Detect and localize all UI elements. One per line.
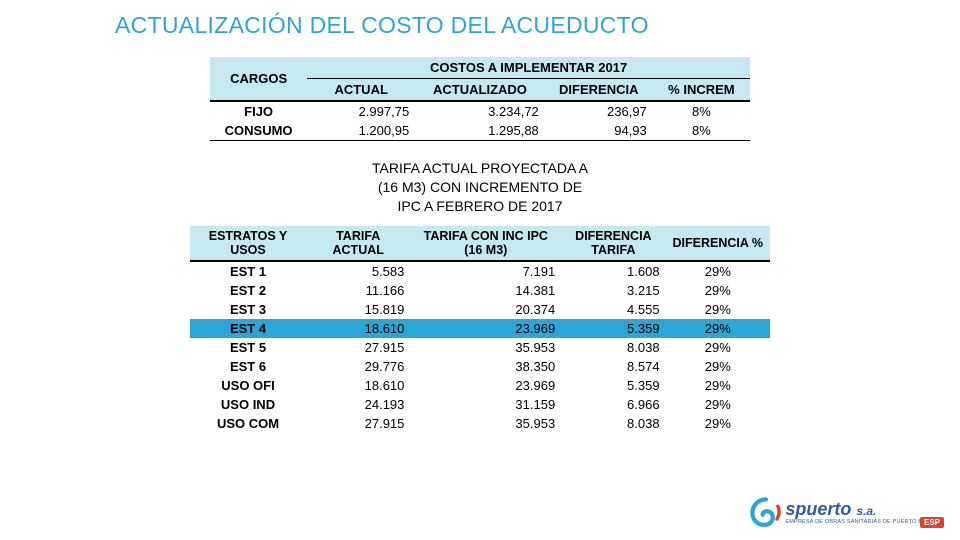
cell-tarifa: 27.915 <box>306 414 410 433</box>
col-diferencia: DIFERENCIA <box>545 79 653 102</box>
table-row: CONSUMO1.200,951.295,8894,938% <box>210 121 750 141</box>
cell-diferencia: 236,97 <box>545 101 653 121</box>
cell-label: EST 3 <box>190 300 306 319</box>
cell-dif: 1.608 <box>561 261 665 281</box>
cell-tarifa-ipc: 23.969 <box>410 376 561 395</box>
col-actualizado: ACTUALIZADO <box>415 79 545 102</box>
cell-tarifa: 5.583 <box>306 261 410 281</box>
subtitle-line-2: (16 M3) CON INCREMENTO DE <box>378 179 582 195</box>
subtitle-line-3: IPC A FEBRERO DE 2017 <box>398 198 563 214</box>
table-row: EST 15.5837.1911.60829% <box>190 261 770 281</box>
cell-pct: 29% <box>666 395 770 414</box>
cell-tarifa-ipc: 20.374 <box>410 300 561 319</box>
logo-brand-text: spuerto s.a. EMPRESA DE OBRAS SANITARIAS… <box>785 499 942 526</box>
cell-label: USO OFI <box>190 376 306 395</box>
tarifa-table: ESTRATOS Y USOS TARIFA ACTUAL TARIFA CON… <box>190 226 770 434</box>
cell-tarifa: 29.776 <box>306 357 410 376</box>
table-row: USO IND24.19331.1596.96629% <box>190 395 770 414</box>
cell-tarifa-ipc: 7.191 <box>410 261 561 281</box>
cell-pct: 29% <box>666 376 770 395</box>
cell-tarifa-ipc: 35.953 <box>410 414 561 433</box>
page-title: ACTUALIZACIÓN DEL COSTO DEL ACUEDUCTO <box>0 0 960 39</box>
col-tarifa-actual: TARIFA ACTUAL <box>306 226 410 262</box>
company-logo: spuerto s.a. EMPRESA DE OBRAS SANITARIAS… <box>749 496 942 530</box>
cell-pct: 29% <box>666 414 770 433</box>
cell-tarifa-ipc: 35.953 <box>410 338 561 357</box>
cell-label: EST 5 <box>190 338 306 357</box>
cell-label: USO IND <box>190 395 306 414</box>
cell-dif: 8.038 <box>561 338 665 357</box>
cell-tarifa: 24.193 <box>306 395 410 414</box>
table-row: EST 418.61023.9695.35929% <box>190 319 770 338</box>
cell-dif: 8.038 <box>561 414 665 433</box>
table-row: EST 629.77638.3508.57429% <box>190 357 770 376</box>
table-row: USO COM27.91535.9538.03829% <box>190 414 770 433</box>
cell-label: EST 2 <box>190 281 306 300</box>
cell-diferencia: 94,93 <box>545 121 653 141</box>
cell-label: USO COM <box>190 414 306 433</box>
logo-esp-badge: ESP <box>920 517 944 528</box>
logo-brand: spuerto <box>785 499 851 519</box>
cell-pct: 29% <box>666 338 770 357</box>
cell-actual: 1.200,95 <box>307 121 415 141</box>
cell-pct: 29% <box>666 319 770 338</box>
table-row: EST 527.91535.9538.03829% <box>190 338 770 357</box>
merged-header: COSTOS A IMPLEMENTAR 2017 <box>307 57 750 79</box>
costos-table: CARGOS COSTOS A IMPLEMENTAR 2017 ACTUAL … <box>210 57 750 141</box>
cell-tarifa-ipc: 23.969 <box>410 319 561 338</box>
table-row: USO OFI18.61023.9695.35929% <box>190 376 770 395</box>
cell-dif: 4.555 <box>561 300 665 319</box>
logo-swirl-icon <box>749 496 783 530</box>
cell-tarifa-ipc: 38.350 <box>410 357 561 376</box>
col-actual: ACTUAL <box>307 79 415 102</box>
cell-pct: 8% <box>653 101 750 121</box>
col-tarifa-ipc: TARIFA CON INC IPC (16 M3) <box>410 226 561 262</box>
col-dif-tarifa: DIFERENCIA TARIFA <box>561 226 665 262</box>
col-cargos: CARGOS <box>210 57 307 101</box>
cell-dif: 5.359 <box>561 376 665 395</box>
cell-actualizado: 1.295,88 <box>415 121 545 141</box>
col-estratos: ESTRATOS Y USOS <box>190 226 306 262</box>
cell-pct: 8% <box>653 121 750 141</box>
cell-label: FIJO <box>210 101 307 121</box>
logo-suffix: s.a. <box>856 504 876 518</box>
cell-label: EST 4 <box>190 319 306 338</box>
table-row: FIJO2.997,753.234,72236,978% <box>210 101 750 121</box>
cell-pct: 29% <box>666 357 770 376</box>
table-row: EST 315.81920.3744.55529% <box>190 300 770 319</box>
costos-table-container: CARGOS COSTOS A IMPLEMENTAR 2017 ACTUAL … <box>210 57 750 141</box>
cell-tarifa: 27.915 <box>306 338 410 357</box>
logo-tagline: EMPRESA DE OBRAS SANITARIAS DE PUERTO BO… <box>785 520 942 526</box>
cell-dif: 3.215 <box>561 281 665 300</box>
cell-tarifa: 15.819 <box>306 300 410 319</box>
cell-label: CONSUMO <box>210 121 307 141</box>
subtitle-line-1: TARIFA ACTUAL PROYECTADA A <box>372 160 588 176</box>
table-row: EST 211.16614.3813.21529% <box>190 281 770 300</box>
cell-tarifa: 18.610 <box>306 319 410 338</box>
cell-tarifa-ipc: 31.159 <box>410 395 561 414</box>
cell-dif: 8.574 <box>561 357 665 376</box>
cell-actualizado: 3.234,72 <box>415 101 545 121</box>
cell-pct: 29% <box>666 281 770 300</box>
cell-tarifa: 11.166 <box>306 281 410 300</box>
tarifa-table-container: ESTRATOS Y USOS TARIFA ACTUAL TARIFA CON… <box>190 226 770 434</box>
cell-label: EST 1 <box>190 261 306 281</box>
cell-dif: 6.966 <box>561 395 665 414</box>
cell-dif: 5.359 <box>561 319 665 338</box>
col-increm: % INCREM <box>653 79 750 102</box>
cell-tarifa: 18.610 <box>306 376 410 395</box>
col-dif-pct: DIFERENCIA % <box>666 226 770 262</box>
cell-label: EST 6 <box>190 357 306 376</box>
cell-tarifa-ipc: 14.381 <box>410 281 561 300</box>
cell-actual: 2.997,75 <box>307 101 415 121</box>
cell-pct: 29% <box>666 300 770 319</box>
tarifa-subtitle: TARIFA ACTUAL PROYECTADA A (16 M3) CON I… <box>0 159 960 216</box>
cell-pct: 29% <box>666 261 770 281</box>
